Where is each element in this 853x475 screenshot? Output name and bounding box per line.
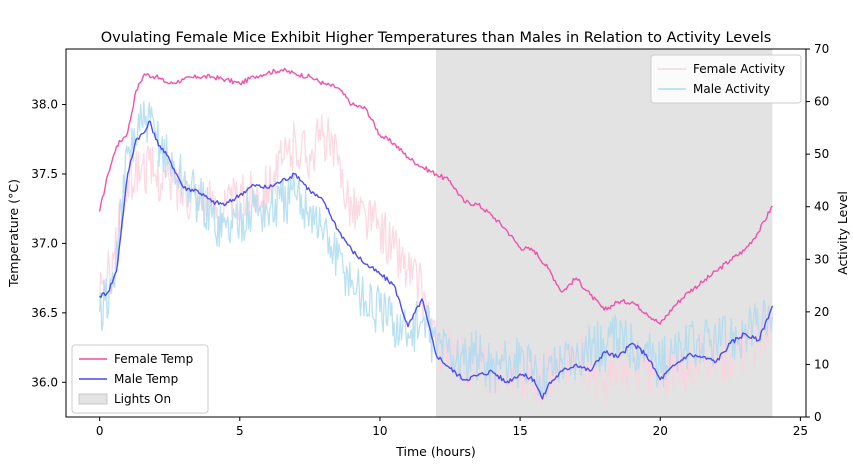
y-right-tick-label: 50 (814, 147, 829, 161)
legend-label: Female Temp (114, 352, 193, 366)
y-right-tick-label: 20 (814, 305, 829, 319)
y-left-tick-label: 36.0 (31, 375, 58, 389)
y-right-tick-label: 10 (814, 357, 829, 371)
y-axis-left: 36.0 36.5 37.0 37.5 38.0 (31, 98, 66, 389)
legend-label: Male Temp (114, 372, 178, 386)
legend-temperature: Female Temp Male Temp Lights On (71, 344, 209, 414)
series-female-temp (98, 67, 773, 325)
y-right-tick-label: 30 (814, 252, 829, 266)
plot-frame (65, 48, 807, 418)
series-male-activity (98, 100, 774, 398)
y-right-tick-label: 0 (814, 410, 822, 424)
legend-label: Lights On (114, 392, 171, 406)
series-male-temp (99, 120, 774, 400)
y-axis-left-label: Temperature (°C) (6, 179, 21, 288)
activity-lines (98, 100, 774, 404)
y-right-tick-label: 60 (814, 95, 829, 109)
temperature-lines (98, 67, 774, 400)
legend-label: Male Activity (693, 82, 770, 96)
x-tick-label: 25 (793, 424, 808, 438)
legend-swatch-lights-on (78, 393, 108, 405)
x-tick-label: 0 (96, 424, 104, 438)
y-right-tick-label: 40 (814, 200, 829, 214)
x-tick-label: 20 (653, 424, 668, 438)
y-axis-right-label: Activity Level (835, 191, 850, 275)
x-axis-label: Time (hours) (395, 444, 475, 459)
x-tick-label: 15 (512, 424, 527, 438)
legend-activity: Female Activity Male Activity (650, 54, 802, 104)
legend-box (650, 54, 802, 104)
legend-label: Female Activity (693, 62, 785, 76)
y-left-tick-label: 37.0 (31, 236, 58, 250)
y-right-tick-label: 70 (814, 42, 829, 56)
x-tick-label: 10 (372, 424, 387, 438)
x-axis: 0 5 10 15 20 25 (96, 417, 808, 438)
y-left-tick-label: 37.5 (31, 167, 58, 181)
y-left-tick-label: 36.5 (31, 306, 58, 320)
y-left-tick-label: 38.0 (31, 98, 58, 112)
y-axis-right: 0 10 20 30 40 50 60 70 (806, 42, 829, 424)
chart-title: Ovulating Female Mice Exhibit Higher Tem… (101, 30, 772, 46)
x-tick-label: 5 (236, 424, 244, 438)
